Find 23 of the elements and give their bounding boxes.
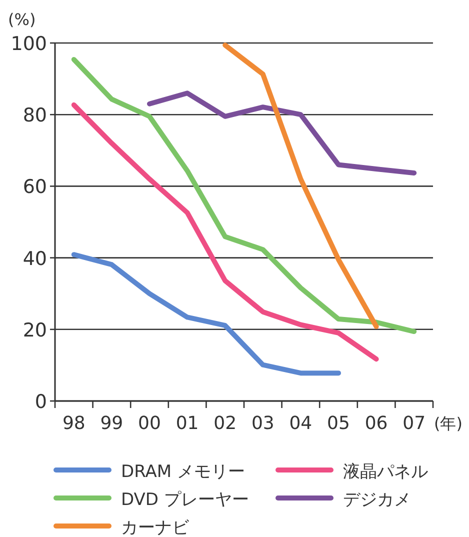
x-tick-label: 02: [214, 413, 237, 434]
x-tick-label: 99: [100, 413, 124, 434]
legend-label: カーナビ: [121, 518, 190, 537]
legend-label: DRAM メモリー: [121, 462, 245, 482]
x-tick-label: 07: [402, 413, 426, 434]
y-tick-label: 60: [22, 176, 47, 198]
x-tick-label: 00: [138, 413, 161, 434]
y-tick-label: 40: [22, 248, 47, 270]
x-tick-label: 06: [364, 413, 388, 434]
legend-label: 液晶パネル: [343, 462, 428, 482]
x-axis-title: (年): [434, 414, 462, 433]
x-tick-label: 05: [327, 413, 350, 434]
x-tick-label: 01: [176, 413, 199, 434]
y-tick-label: 20: [22, 319, 47, 342]
x-tick-label: 98: [62, 413, 86, 434]
y-tick-label: 100: [10, 33, 47, 55]
legend-label: DVD プレーヤー: [121, 490, 249, 510]
y-axis-title: (%): [8, 10, 36, 29]
x-tick-label: 04: [289, 413, 312, 434]
x-tick-label: 03: [251, 413, 274, 434]
y-tick-label: 80: [22, 104, 47, 127]
legend-label: デジカメ: [343, 490, 411, 510]
y-tick-label: 0: [34, 391, 47, 413]
